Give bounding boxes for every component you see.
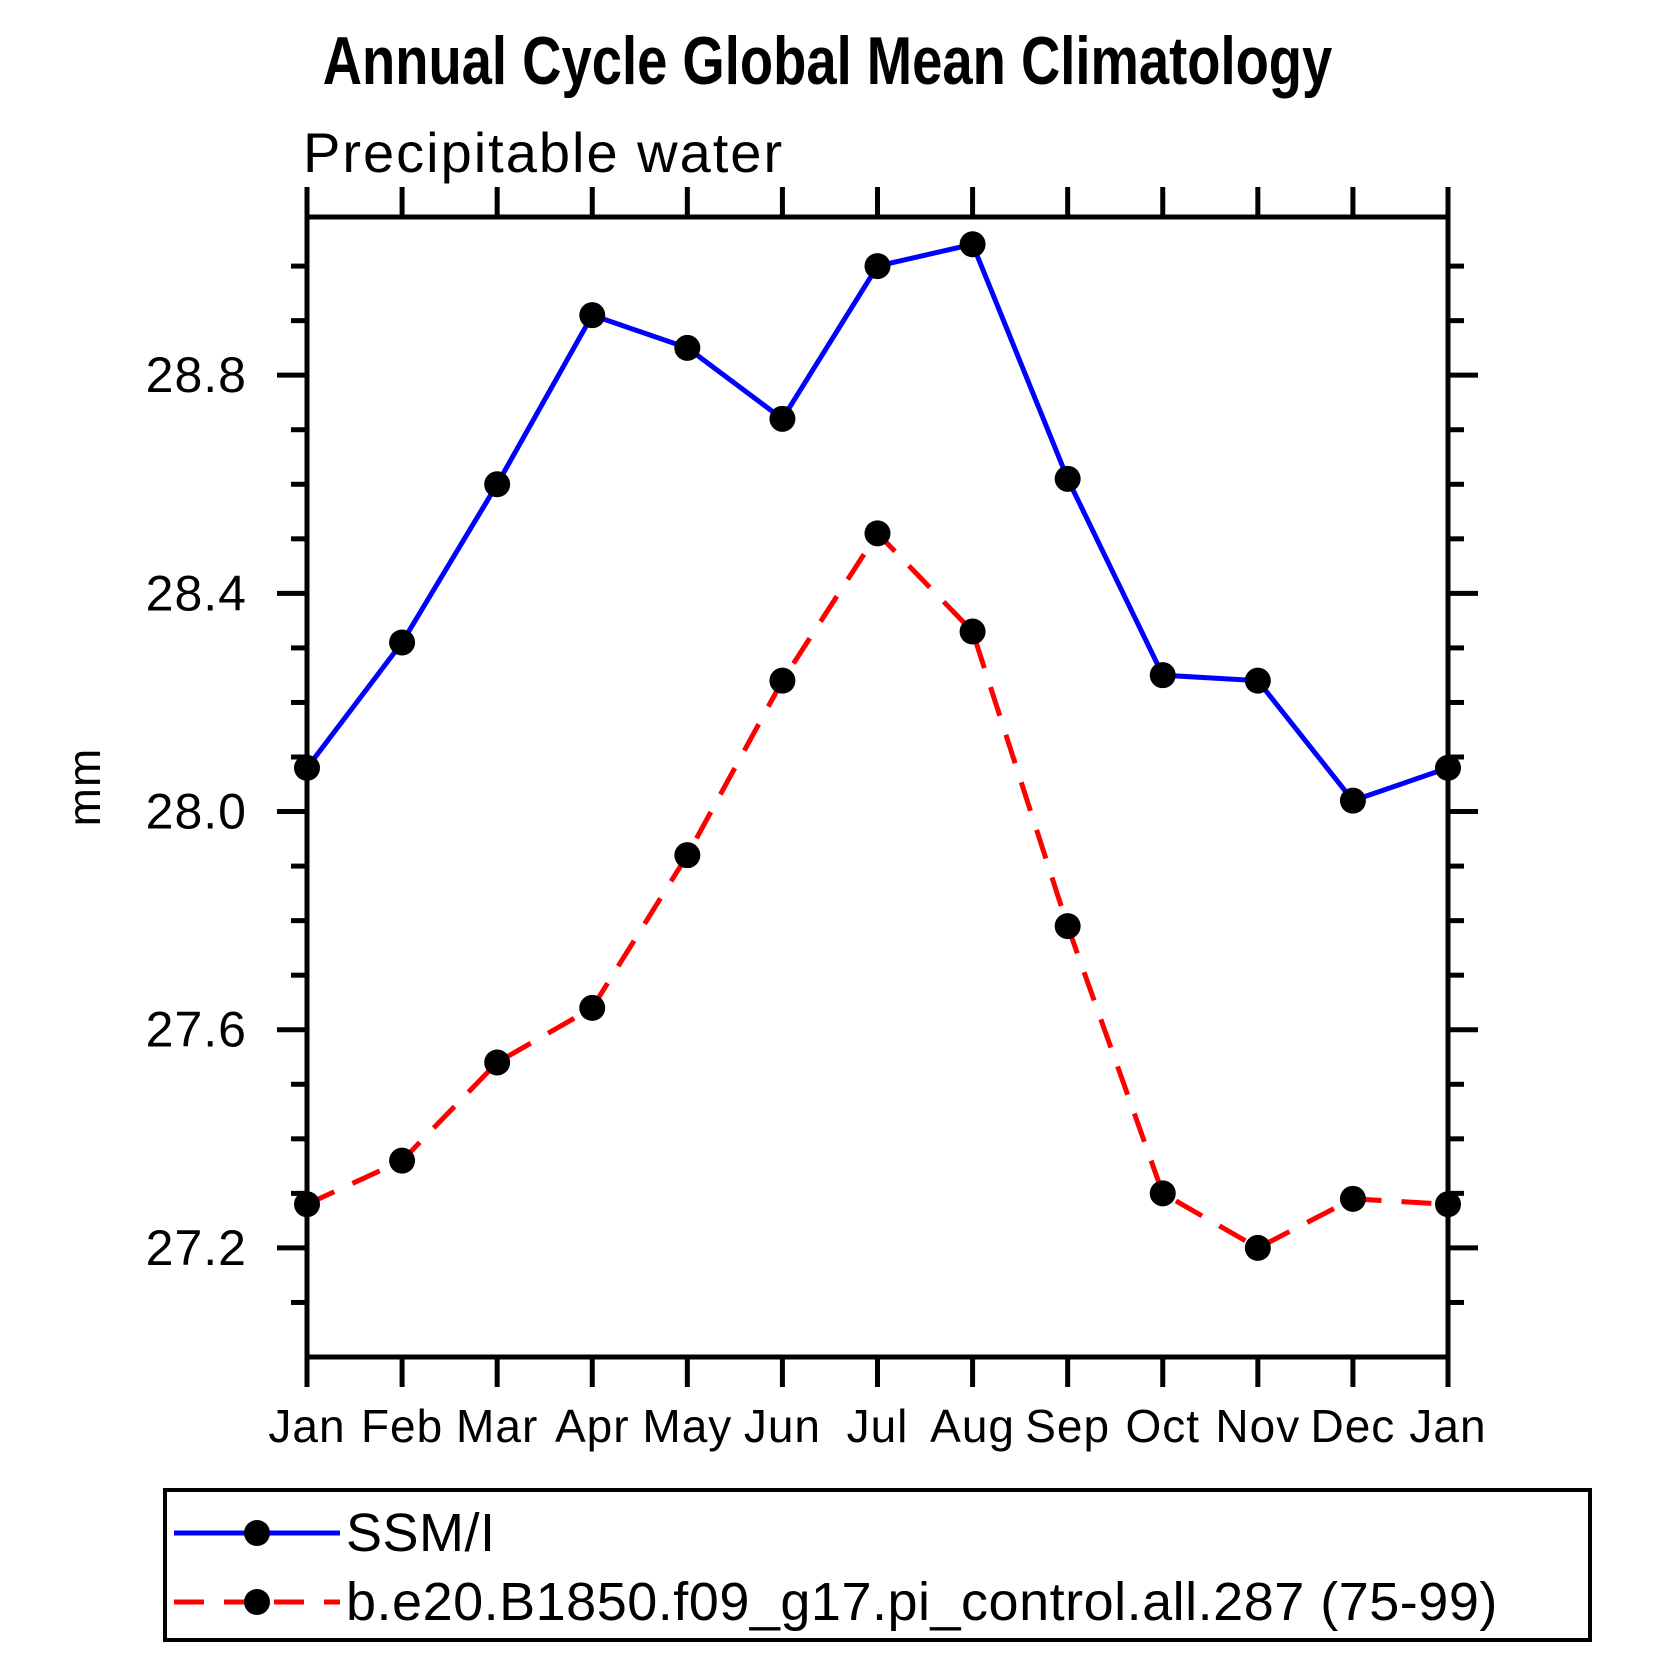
series-point-ssmi	[674, 334, 701, 361]
y-tick-label: 27.6	[146, 1002, 247, 1058]
series-point-model	[674, 842, 701, 869]
legend-sample-marker	[244, 1589, 270, 1615]
chart-subtitle: Precipitable water	[303, 121, 785, 184]
legend-sample-marker	[244, 1520, 270, 1546]
legend-row-model: b.e20.B1850.f09_g17.pi_control.all.287 (…	[172, 1572, 1498, 1632]
series-point-ssmi	[1149, 662, 1176, 689]
x-tick-label: Nov	[1215, 1400, 1300, 1452]
series-point-model	[389, 1147, 416, 1174]
series-point-ssmi	[1435, 754, 1461, 781]
y-tick-label: 28.4	[146, 565, 247, 621]
series-point-model	[1149, 1180, 1176, 1207]
series-point-ssmi	[1054, 465, 1081, 492]
series-point-ssmi	[1339, 787, 1366, 814]
series-point-ssmi	[769, 405, 796, 432]
y-tick-label: 28.8	[146, 347, 247, 403]
series-point-model	[864, 520, 891, 547]
x-tick-label: Dec	[1311, 1400, 1396, 1452]
x-tick-label: Feb	[361, 1400, 443, 1452]
series-point-ssmi	[294, 754, 320, 781]
legend-label-ssmi: SSM/I	[346, 1503, 496, 1563]
series-point-model	[769, 667, 796, 694]
x-tick-label: Jan	[268, 1400, 345, 1452]
x-tick-label: Sep	[1025, 1400, 1110, 1452]
x-tick-label: Apr	[555, 1400, 630, 1452]
series-point-model	[1339, 1185, 1366, 1212]
x-tick-label: Jul	[847, 1400, 909, 1452]
series-point-ssmi	[1244, 667, 1271, 694]
y-tick-label: 27.2	[146, 1220, 247, 1276]
legend-label-model: b.e20.B1850.f09_g17.pi_control.all.287 (…	[346, 1572, 1498, 1632]
x-tick-label: Mar	[456, 1400, 538, 1452]
x-tick-label: Jan	[1409, 1400, 1486, 1452]
chart-title: Annual Cycle Global Mean Climatology	[322, 23, 1333, 99]
y-tick-label: 28.0	[146, 784, 247, 840]
y-axis-title: mm	[58, 748, 110, 827]
series-point-model	[1244, 1234, 1271, 1261]
legend-model-line-sample	[174, 1589, 340, 1615]
x-tick-label: May	[642, 1400, 732, 1452]
series-point-ssmi	[959, 231, 986, 258]
x-tick-label: Aug	[930, 1400, 1015, 1452]
series-point-ssmi	[484, 471, 511, 498]
series-point-model	[1435, 1191, 1461, 1218]
series-point-model	[294, 1191, 320, 1218]
legend-ssmi-line-sample	[174, 1520, 340, 1546]
legend: SSM/I b.e20.B1850.f09_g17.pi_control.all…	[163, 1488, 1592, 1642]
series-point-model	[484, 1049, 511, 1076]
series-point-ssmi	[579, 302, 606, 329]
series-point-model	[579, 994, 606, 1021]
x-tick-label: Jun	[744, 1400, 821, 1452]
plot-frame	[304, 214, 1451, 1360]
x-tick-label: Oct	[1125, 1400, 1200, 1452]
series-point-ssmi	[864, 253, 891, 280]
series-point-model	[1054, 913, 1081, 940]
series-point-model	[959, 618, 986, 645]
series-line-model	[305, 529, 1449, 1251]
legend-row-ssmi: SSM/I	[172, 1503, 496, 1563]
series-point-ssmi	[389, 629, 416, 656]
